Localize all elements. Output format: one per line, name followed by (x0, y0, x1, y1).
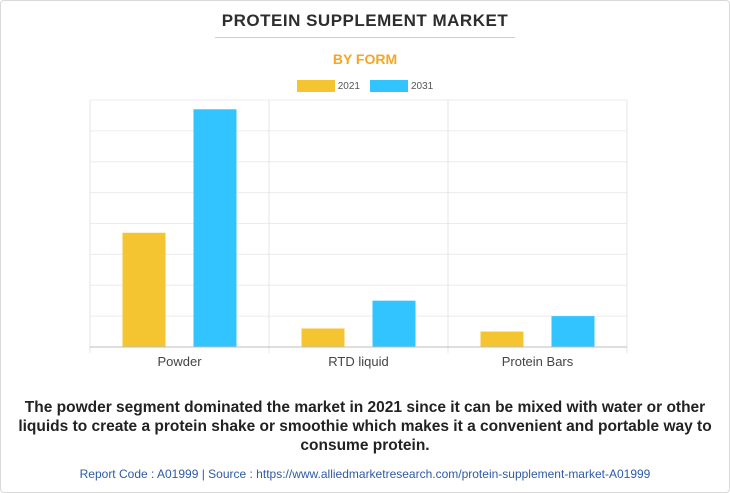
legend-item-2021[interactable]: 2021 (296, 80, 360, 92)
bar-protein-bars-2021[interactable] (480, 331, 524, 347)
legend-swatch-2021 (296, 80, 335, 92)
grid-lines (90, 99, 627, 317)
x-tick-label: RTD liquid (328, 354, 388, 369)
bar-protein-bars-2031[interactable] (551, 316, 595, 347)
chart-title: PROTEIN SUPPLEMENT MARKET (221, 11, 509, 30)
report-source-footer: Report Code : A01999 | Source : https://… (79, 467, 651, 481)
x-tick-label: Powder (157, 354, 202, 369)
bar-rtd-liquid-2031[interactable] (372, 300, 416, 347)
x-tick-label: Protein Bars (502, 354, 574, 369)
chart-subtitle: BY FORM (332, 51, 398, 67)
bar-chart: Powder RTD liquid Protein Bars (89, 99, 628, 369)
legend-label-2021: 2021 (337, 80, 360, 92)
bar-powder-2021[interactable] (122, 232, 166, 347)
legend-swatch-2031 (370, 80, 408, 92)
legend: 2021 2031 (0, 80, 730, 92)
category-separators (89, 100, 628, 353)
bar-powder-2031[interactable] (193, 109, 237, 347)
x-tick-labels: Powder RTD liquid Protein Bars (157, 354, 573, 369)
legend-label-2031: 2031 (411, 80, 434, 92)
chart-description: The powder segment dominated the market … (18, 399, 712, 454)
legend-item-2031[interactable]: 2031 (370, 80, 433, 92)
title-divider (215, 37, 515, 38)
bar-rtd-liquid-2021[interactable] (301, 328, 345, 347)
bars (122, 109, 595, 347)
